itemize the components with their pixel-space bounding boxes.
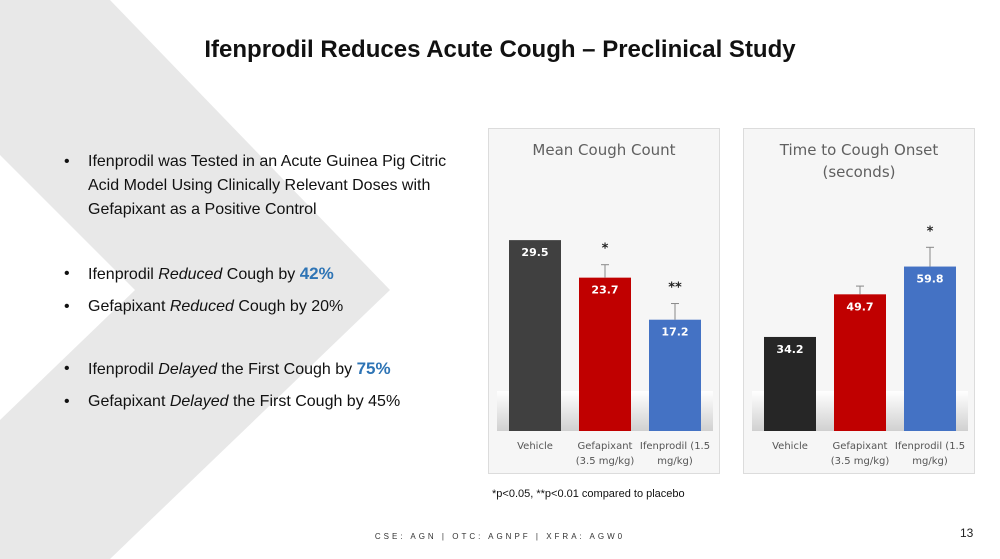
- bullet-text: Gefapixant: [88, 393, 170, 410]
- bar: [579, 277, 631, 431]
- category-label: Gefapixant (3.5 mg/kg): [575, 441, 635, 467]
- category-label: Vehicle: [772, 441, 808, 452]
- page-number: 13: [960, 526, 974, 540]
- bullet-text: Ifenprodil was Tested in an Acute Guinea…: [88, 153, 447, 218]
- bullet-marker: •: [64, 298, 70, 315]
- ticker-footer: CSE: AGN | OTC: AGNPF | XFRA: AGW0: [374, 532, 626, 541]
- bullet-text: the First Cough by 45%: [228, 393, 401, 410]
- bullet-emphasis: Delayed: [158, 361, 217, 378]
- percent-highlight: 42%: [299, 264, 334, 283]
- bullet-ifenprodil-delayed: • Ifenprodil Delayed the First Cough by …: [62, 357, 462, 382]
- bar: [834, 294, 886, 431]
- chart-plot-area: 34.2 49.7 59.8 *: [752, 224, 968, 431]
- category-label: Gefapixant (3.5 mg/kg): [830, 441, 890, 467]
- category-label: Vehicle: [517, 441, 553, 452]
- data-label: 29.5: [521, 246, 548, 259]
- chevron-shape: [0, 0, 390, 559]
- data-label: 23.7: [591, 284, 618, 297]
- bullet-list: • Ifenprodil was Tested in an Acute Guin…: [62, 150, 462, 422]
- data-label: 34.2: [776, 343, 803, 356]
- significance-marker: *: [927, 224, 934, 239]
- chart-title: Time to Cough Onset (seconds): [779, 141, 939, 181]
- bullet-gefapixant-reduced: • Gefapixant Reduced Cough by 20%: [62, 295, 462, 319]
- category-label: Ifenprodil (1.5 mg/kg): [639, 441, 711, 467]
- significance-footnote: *p<0.05, **p<0.01 compared to placebo: [492, 488, 685, 500]
- bullet-ifenprodil-reduced: • Ifenprodil Reduced Cough by 42%: [62, 262, 462, 287]
- bullet-text: Gefapixant: [88, 298, 170, 315]
- category-label: Ifenprodil (1.5 mg/kg): [894, 441, 966, 467]
- data-label: 17.2: [661, 326, 688, 339]
- slide-title: Ifenprodil Reduces Acute Cough – Preclin…: [204, 36, 796, 63]
- bullet-gefapixant-delayed: • Gefapixant Delayed the First Cough by …: [62, 390, 462, 414]
- bullet-text: Ifenprodil: [88, 361, 159, 378]
- bullet-emphasis: Reduced: [158, 266, 223, 283]
- bullet-text: the First Cough by: [216, 361, 357, 378]
- significance-marker: *: [602, 242, 609, 257]
- bullet-marker: •: [64, 360, 70, 377]
- significance-marker: **: [668, 281, 682, 296]
- bullet-study-design: • Ifenprodil was Tested in an Acute Guin…: [62, 150, 462, 222]
- data-label: 49.7: [846, 300, 873, 313]
- chart-time-to-cough-onset: 34.2 49.7 59.8 * Time to Cough Onset (secon…: [743, 128, 975, 474]
- bullet-emphasis: Reduced: [169, 298, 234, 315]
- bullet-marker: •: [64, 393, 70, 410]
- bullet-marker: •: [64, 153, 70, 170]
- chart-plot-area: 29.5 23.7 * 17.2 **: [497, 240, 713, 431]
- bar: [904, 266, 956, 431]
- chart-mean-cough-count: 29.5 23.7 * 17.2 ** Mean Cough Count Vehicle…: [488, 128, 720, 474]
- bullet-text: Cough by: [222, 266, 300, 283]
- bar: [764, 336, 816, 431]
- data-label: 59.8: [916, 273, 943, 286]
- bullet-text: Cough by 20%: [233, 298, 344, 315]
- percent-highlight: 75%: [356, 359, 391, 378]
- bar: [649, 319, 701, 431]
- bullet-emphasis: Delayed: [169, 393, 229, 410]
- bar: [509, 240, 561, 431]
- chart-title: Mean Cough Count: [532, 141, 676, 159]
- bullet-text: Ifenprodil: [88, 266, 159, 283]
- bullet-marker: •: [64, 265, 70, 282]
